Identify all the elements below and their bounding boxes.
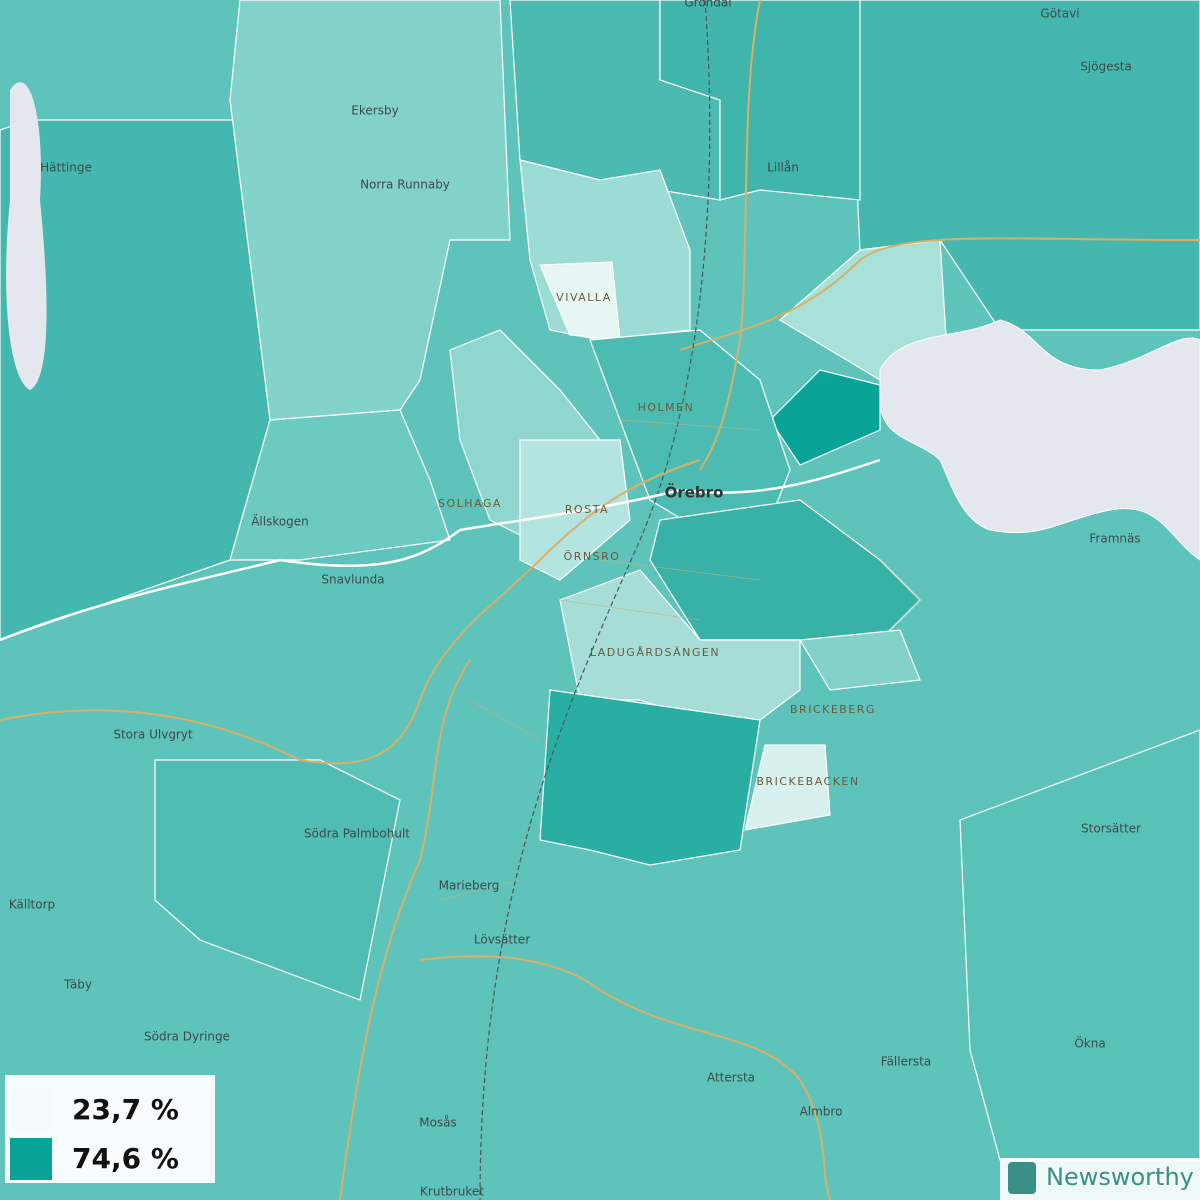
place-label: Mosås xyxy=(419,1116,457,1130)
place-label: Täby xyxy=(63,978,92,992)
place-label: Hättinge xyxy=(40,161,92,175)
district-high xyxy=(769,369,881,466)
legend-swatch xyxy=(10,1138,52,1180)
place-label: Grondal xyxy=(684,0,731,10)
district-rosta xyxy=(519,439,631,581)
road xyxy=(339,659,471,1200)
place-label: Fällersta xyxy=(881,1055,931,1069)
place-label: Södra Dyringe xyxy=(144,1030,230,1044)
lake-hjalmaren xyxy=(879,319,1200,561)
place-label: Stora Ulvgryt xyxy=(113,728,193,742)
brand-icon xyxy=(1008,1162,1036,1194)
place-label: Ekersby xyxy=(351,104,398,118)
city-label: Örebro xyxy=(665,483,724,502)
streets xyxy=(439,419,761,901)
brand: Newsworthy xyxy=(1046,1163,1194,1191)
region xyxy=(659,0,861,201)
place-label: Götavi xyxy=(1040,7,1079,21)
road xyxy=(419,955,831,1200)
place-label: Ökna xyxy=(1074,1035,1105,1051)
legend-label: 23,7 % xyxy=(72,1093,179,1126)
region xyxy=(229,409,451,561)
place-label: Ällskogen xyxy=(251,514,309,529)
road xyxy=(0,459,701,765)
place-label: Krutbruket xyxy=(420,1185,484,1199)
place-label: Attersta xyxy=(707,1071,755,1085)
place-label: Sjögesta xyxy=(1080,60,1132,74)
district xyxy=(798,629,921,691)
district-label: ÖRNSRO xyxy=(564,550,621,563)
place-label: Södra Palmbohult xyxy=(304,827,410,841)
district-high xyxy=(539,689,761,866)
road xyxy=(699,0,761,471)
railway xyxy=(479,0,711,1200)
legend-swatch xyxy=(10,1089,52,1131)
road xyxy=(679,237,1200,351)
legend-label: 74,6 % xyxy=(72,1142,179,1175)
district-label: HOLMEN xyxy=(638,401,695,414)
district-brickebacken xyxy=(744,744,831,831)
district-label: VIVALLA xyxy=(556,291,612,304)
region xyxy=(154,759,401,1001)
place-label: Norra Runnaby xyxy=(360,178,450,192)
lake xyxy=(6,82,47,390)
river xyxy=(0,458,881,642)
place-label: Lillån xyxy=(767,161,799,175)
district-label: ROSTA xyxy=(565,503,609,516)
place-label: Marieberg xyxy=(439,879,500,893)
district-label: BRICKEBERG xyxy=(790,703,876,716)
district-label: LADUGÅRDSÄNGEN xyxy=(590,646,720,659)
place-label: Källtorp xyxy=(9,898,55,912)
region xyxy=(229,0,511,421)
place-label: Lövsätter xyxy=(474,933,530,947)
district-label: SOLHAGA xyxy=(438,497,502,510)
district-label: BRICKEBACKEN xyxy=(756,775,859,788)
place-label: Almbro xyxy=(800,1105,843,1119)
place-label: Framnäs xyxy=(1089,532,1140,546)
place-label: Snavlunda xyxy=(321,573,384,587)
place-label: Storsätter xyxy=(1081,822,1141,836)
